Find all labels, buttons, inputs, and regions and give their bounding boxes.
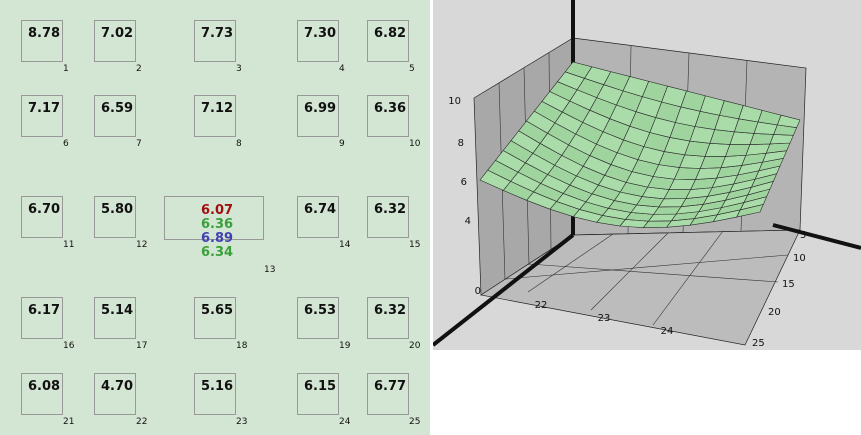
cell-index: 20 — [409, 341, 421, 351]
cell-box — [367, 95, 409, 137]
cell-index: 16 — [63, 341, 75, 351]
cell-value: 6.15 — [304, 379, 337, 394]
y-tick-label: 25 — [752, 338, 765, 349]
cell-panel: 8.78 1 7.02 2 7.73 3 7.30 4 6.82 5 7.17 6 6.59 7 7.12 8… — [0, 0, 430, 435]
x-axis — [433, 233, 575, 347]
y-axis — [772, 223, 861, 250]
surface-patch — [776, 114, 801, 128]
cell-value: 6.70 — [28, 202, 61, 217]
cell-index: 21 — [63, 417, 75, 427]
cell-index: 15 — [409, 240, 421, 250]
cell-index: 18 — [236, 341, 248, 351]
cell-index: 25 — [409, 417, 421, 427]
cell-value: 6.32 — [374, 202, 407, 217]
cell-value: 6.59 — [101, 101, 134, 116]
cell-box — [94, 373, 136, 415]
cell-box — [164, 196, 264, 240]
surface-plot: 10 8 6 4 0 22 23 24 5 10 15 20 25 — [433, 0, 861, 350]
cell-index: 7 — [136, 139, 142, 149]
cell-value: 6.99 — [304, 101, 337, 116]
cell-box — [194, 20, 236, 62]
cell-value: 5.14 — [101, 303, 134, 318]
cell-value: 7.12 — [201, 101, 234, 116]
cell-index: 8 — [236, 139, 242, 149]
y-tick-label: 20 — [768, 307, 781, 318]
cell-box — [21, 20, 63, 62]
cell-box — [297, 373, 339, 415]
cell-index: 4 — [339, 64, 345, 74]
cell-box — [94, 20, 136, 62]
cell-box — [21, 297, 63, 339]
cell-index: 12 — [136, 240, 148, 250]
cell-box — [94, 196, 136, 238]
cell-value: 6.34 — [201, 245, 234, 260]
cell-index: 2 — [136, 64, 142, 74]
cell-index: 17 — [136, 341, 148, 351]
cell-index: 10 — [409, 139, 421, 149]
cell-box — [297, 196, 339, 238]
cell-value: 7.17 — [28, 101, 61, 116]
cell-value: 6.32 — [374, 303, 407, 318]
surface — [479, 61, 801, 228]
cell-box — [297, 297, 339, 339]
x-tick-label: 24 — [661, 326, 674, 337]
z-tick-label: 0 — [475, 286, 481, 297]
cell-value: 6.74 — [304, 202, 337, 217]
cell-index: 24 — [339, 417, 351, 427]
cell-box — [297, 20, 339, 62]
cell-index: 22 — [136, 417, 148, 427]
cell-value: 6.77 — [374, 379, 407, 394]
y-tick-label: 10 — [793, 253, 806, 264]
y-tick-label: 5 — [800, 230, 806, 241]
cell-value: 6.36 — [374, 101, 407, 116]
x-tick-label: 22 — [535, 300, 548, 311]
cell-index: 1 — [63, 64, 69, 74]
cell-value: 7.02 — [101, 26, 134, 41]
cell-box — [367, 297, 409, 339]
cell-index: 6 — [63, 139, 69, 149]
cell-box — [297, 95, 339, 137]
z-tick-label: 4 — [465, 216, 471, 227]
cell-index: 19 — [339, 341, 351, 351]
cell-index: 23 — [236, 417, 248, 427]
cell-box — [194, 95, 236, 137]
y-tick-label: 15 — [782, 279, 795, 290]
cell-value: 5.16 — [201, 379, 234, 394]
cell-value: 6.89 — [201, 231, 234, 246]
cell-value: 6.53 — [304, 303, 337, 318]
cell-value: 6.07 — [201, 203, 234, 218]
z-tick-label: 10 — [448, 96, 461, 107]
cell-box — [367, 196, 409, 238]
cell-index: 11 — [63, 240, 75, 250]
cell-index: 9 — [339, 139, 345, 149]
cell-value: 6.36 — [201, 217, 234, 232]
cell-box — [21, 196, 63, 238]
cell-box — [367, 373, 409, 415]
cell-index: 5 — [409, 64, 415, 74]
cell-value: 8.78 — [28, 26, 61, 41]
cell-index: 14 — [339, 240, 351, 250]
cell-box — [367, 20, 409, 62]
cell-value: 7.73 — [201, 26, 234, 41]
cell-box — [94, 297, 136, 339]
cell-box — [194, 297, 236, 339]
cell-box — [194, 373, 236, 415]
cell-box — [94, 95, 136, 137]
cell-value: 5.65 — [201, 303, 234, 318]
surface-patch — [769, 134, 794, 145]
cell-value: 7.30 — [304, 26, 337, 41]
cell-value: 5.80 — [101, 202, 134, 217]
cell-value: 6.17 — [28, 303, 61, 318]
cell-value: 4.70 — [101, 379, 134, 394]
cell-box — [21, 95, 63, 137]
z-tick-label: 6 — [461, 177, 467, 188]
cell-index: 13 — [264, 265, 276, 275]
cell-value: 6.08 — [28, 379, 61, 394]
x-tick-label: 23 — [598, 313, 611, 324]
cell-box — [21, 373, 63, 415]
cell-index: 3 — [236, 64, 242, 74]
z-tick-label: 8 — [458, 138, 464, 149]
cell-value: 6.82 — [374, 26, 407, 41]
